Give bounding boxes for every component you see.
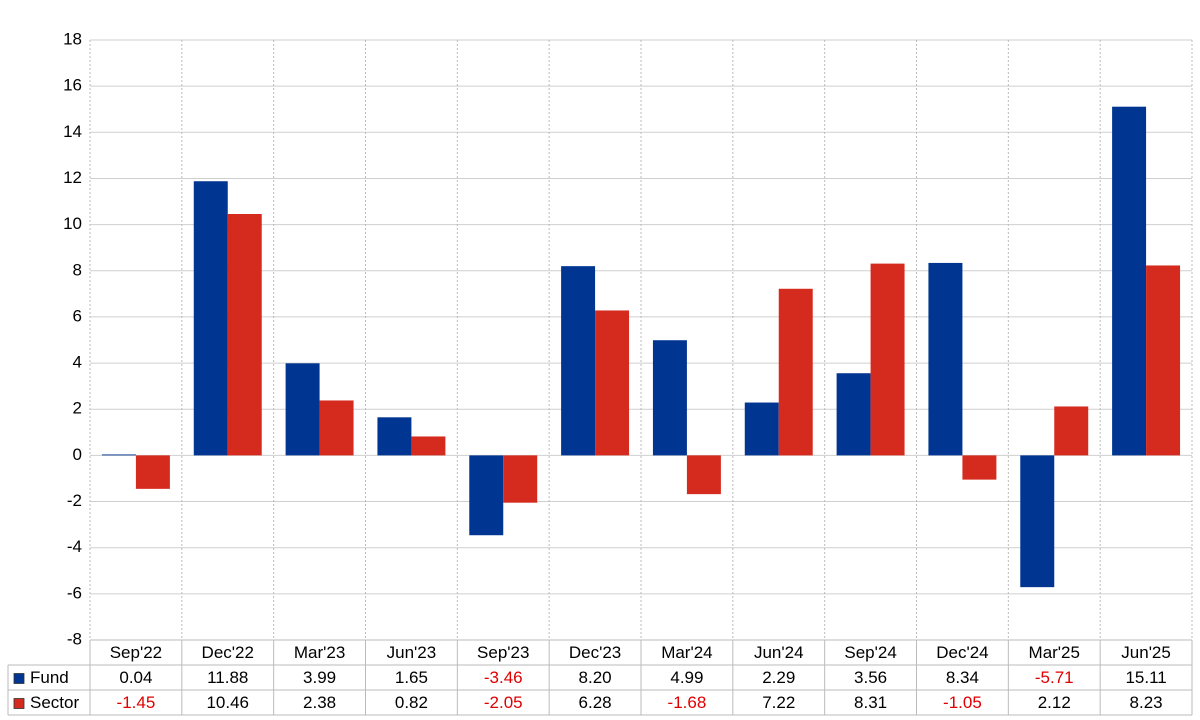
bar [1054, 406, 1089, 456]
bar [469, 455, 504, 536]
bar [193, 181, 228, 456]
bar [319, 400, 354, 456]
table-value: 0.04 [119, 668, 152, 687]
table-value: 2.12 [1038, 693, 1071, 712]
legend-label: Fund [30, 668, 69, 687]
legend-swatch [13, 673, 25, 684]
bar [1146, 265, 1181, 456]
x-tick-label: Dec'23 [569, 643, 621, 662]
table-value: 1.65 [395, 668, 428, 687]
bar [101, 454, 136, 456]
table-value: 0.82 [395, 693, 428, 712]
table-value: -3.46 [484, 668, 523, 687]
x-tick-label: Mar'25 [1029, 643, 1080, 662]
y-tick-label: 6 [73, 306, 82, 325]
table-value: 7.22 [762, 693, 795, 712]
table-value: 8.31 [854, 693, 887, 712]
x-tick-label: Dec'24 [936, 643, 988, 662]
table-value: 10.46 [206, 693, 249, 712]
bar [411, 436, 446, 456]
x-tick-label: Jun'25 [1121, 643, 1171, 662]
bar [652, 340, 687, 456]
table-value: 3.99 [303, 668, 336, 687]
legend-label: Sector [30, 693, 79, 712]
y-tick-label: 2 [73, 399, 82, 418]
table-value: 8.20 [579, 668, 612, 687]
bar [1020, 455, 1055, 588]
table-value: -1.05 [943, 693, 982, 712]
y-tick-label: 16 [63, 76, 82, 95]
table-value: 6.28 [579, 693, 612, 712]
table-value: -1.45 [117, 693, 156, 712]
x-tick-label: Jun'24 [754, 643, 804, 662]
bar [778, 288, 813, 456]
bar [836, 373, 871, 456]
bar [561, 266, 596, 456]
bar [135, 455, 170, 489]
bar [928, 262, 963, 456]
y-tick-label: 8 [73, 260, 82, 279]
bar [870, 263, 905, 456]
x-tick-label: Mar'23 [294, 643, 345, 662]
bar [595, 310, 630, 456]
x-tick-label: Sep'23 [477, 643, 529, 662]
y-tick-label: 0 [73, 445, 82, 464]
y-tick-label: -8 [67, 629, 82, 648]
y-tick-label: -2 [67, 491, 82, 510]
y-tick-label: 4 [73, 353, 82, 372]
table-value: 11.88 [207, 668, 248, 687]
y-tick-label: 14 [63, 122, 82, 141]
table-value: 2.29 [762, 668, 795, 687]
table-value: 8.34 [946, 668, 979, 687]
bar [1112, 106, 1147, 456]
table-value: 3.56 [854, 668, 887, 687]
y-tick-label: 12 [63, 168, 82, 187]
y-tick-label: 10 [63, 214, 82, 233]
table-value: -5.71 [1035, 668, 1074, 687]
table-value: 4.99 [670, 668, 703, 687]
table-value: -1.68 [668, 693, 707, 712]
bar [744, 402, 779, 456]
bar [503, 455, 538, 503]
table-value: -2.05 [484, 693, 523, 712]
bar [285, 363, 320, 456]
bar [686, 455, 721, 495]
x-tick-label: Jun'23 [387, 643, 437, 662]
bar [377, 417, 412, 456]
y-tick-label: 18 [63, 29, 82, 48]
x-tick-label: Sep'24 [844, 643, 896, 662]
x-tick-label: Sep'22 [110, 643, 162, 662]
y-tick-label: -4 [67, 537, 82, 556]
x-tick-label: Dec'22 [202, 643, 254, 662]
legend-swatch [13, 698, 25, 709]
x-tick-label: Mar'24 [661, 643, 712, 662]
bar [227, 214, 262, 456]
y-tick-label: -6 [67, 583, 82, 602]
table-value: 2.38 [303, 693, 336, 712]
table-value: 8.23 [1130, 693, 1163, 712]
table-value: 15.11 [1125, 668, 1166, 687]
bar [962, 455, 997, 480]
